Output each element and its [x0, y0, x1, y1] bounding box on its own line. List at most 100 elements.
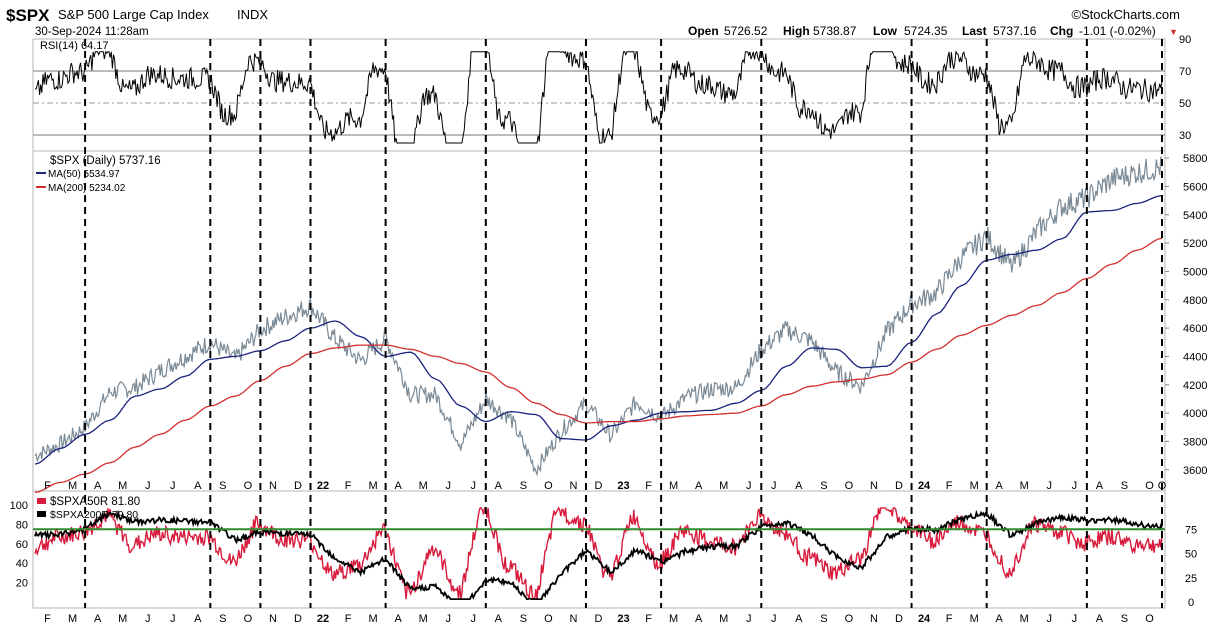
breadth-x-label: F [345, 613, 352, 625]
breadth-x-label: A [1096, 613, 1104, 625]
price-x-label: O [1145, 480, 1154, 492]
price-x-label: F [946, 480, 953, 492]
breadth-x-label: F [645, 613, 652, 625]
price-x-label: O [244, 480, 253, 492]
price-x-label: J [471, 480, 477, 492]
breadth-x-label: A [394, 613, 402, 625]
breadth-x-label: A [194, 613, 202, 625]
price-x-label: J [746, 480, 752, 492]
breadth-x-label: N [269, 613, 277, 625]
price-tick-label: 4000 [1183, 408, 1207, 420]
price-x-label: A [695, 480, 703, 492]
breadth-x-label: J [145, 613, 151, 625]
price-x-label: A [94, 480, 102, 492]
price-x-label: M [719, 480, 728, 492]
price-x-label: A [495, 480, 503, 492]
breadth-x-label: J [771, 613, 777, 625]
price-x-label: O [544, 480, 553, 492]
ma200-legend: MA(200) 5234.02 [48, 183, 126, 194]
price-x-label: N [269, 480, 277, 492]
price-x-label: S [1121, 480, 1128, 492]
price-tick-label: 5200 [1183, 238, 1207, 250]
breadth-x-label: J [170, 613, 176, 625]
breadth-x-label: M [669, 613, 678, 625]
price-x-label: M [1020, 480, 1029, 492]
spxa200r-line [34, 509, 1163, 600]
breadth-x-label: M [369, 613, 378, 625]
spx-legend: $SPX (Daily) 5737.16 [50, 155, 161, 167]
price-x-label: J [145, 480, 151, 492]
price-tick-label: 4800 [1183, 295, 1207, 307]
breadth-x-label: M [118, 613, 127, 625]
rsi-tick-label: 90 [1179, 34, 1191, 46]
price-x-label: M [68, 480, 77, 492]
breadth-x-label: S [1121, 613, 1128, 625]
breadth-x-label: F [946, 613, 953, 625]
breadth-left-tick-label: 40 [16, 558, 28, 570]
breadth-x-label: S [520, 613, 527, 625]
breadth-right-tick-label: 75 [1185, 524, 1197, 536]
price-x-label: F [44, 480, 51, 492]
breadth-x-label: F [44, 613, 51, 625]
spx-daily-line [34, 156, 1163, 477]
rsi-legend: RSI(14) 64.17 [40, 40, 108, 52]
ma200-line [34, 237, 1163, 494]
ma50-line [34, 194, 1163, 465]
price-x-label: M [118, 480, 127, 492]
chg-down-arrow-icon: ▼ [1169, 27, 1178, 37]
price-x-label: M [419, 480, 428, 492]
breadth-x-label: D [294, 613, 302, 625]
breadth-x-label: M [970, 613, 979, 625]
breadth-panel-frame [32, 490, 1166, 609]
price-tick-label: 5800 [1183, 153, 1207, 165]
price-x-label: A [1096, 480, 1104, 492]
exchange-label: INDX [237, 7, 268, 22]
price-x-label: D [895, 480, 903, 492]
price-x-label: N [569, 480, 577, 492]
high-label: High [783, 24, 810, 38]
breadth-x-label: J [445, 613, 451, 625]
breadth-x-label: J [1072, 613, 1078, 625]
breadth-left-tick-label: 20 [16, 578, 28, 590]
low-value: 5724.35 [904, 24, 948, 38]
price-x-label: 24 [918, 480, 931, 492]
breadth-x-label: A [996, 613, 1004, 625]
breadth-left-tick-label: 80 [16, 519, 28, 531]
breadth-x-label: A [695, 613, 703, 625]
price-tick-label: 3600 [1183, 465, 1207, 477]
breadth-x-label: M [719, 613, 728, 625]
breadth-x-label: M [1020, 613, 1029, 625]
open-value: 5726.52 [724, 24, 768, 38]
chg-value: -1.01 (-0.02%) [1079, 24, 1156, 38]
price-tick-label: 4400 [1183, 351, 1207, 363]
price-x-label: J [445, 480, 451, 492]
breadth-x-label: O [544, 613, 553, 625]
price-x-label: 23 [617, 480, 629, 492]
breadth-x-label: A [94, 613, 102, 625]
vertical-markers [84, 39, 1163, 608]
breadth-x-label: N [870, 613, 878, 625]
price-tick-label: 5000 [1183, 266, 1207, 278]
breadth-x-label: S [820, 613, 827, 625]
chg-label: Chg [1050, 24, 1073, 38]
breadth-x-label: O [244, 613, 253, 625]
breadth-right-tick-label: 50 [1185, 549, 1197, 561]
price-x-label: D [294, 480, 302, 492]
breadth-x-label: 23 [617, 613, 629, 625]
price-x-label: M [369, 480, 378, 492]
last-label: Last [962, 24, 987, 38]
rsi-panel: 90 70 50 30 [33, 34, 1191, 144]
price-tick-label: 5600 [1183, 181, 1207, 193]
spxa50r-legend-swatch [37, 498, 46, 504]
price-x-label: F [645, 480, 652, 492]
ohlc-readout: Open 5726.52 High 5738.87 Low 5724.35 La… [688, 24, 1178, 38]
breadth-x-label: O [1145, 613, 1154, 625]
symbol-title: $SPX [6, 6, 50, 25]
price-x-label: M [669, 480, 678, 492]
price-x-label: A [996, 480, 1004, 492]
breadth-x-label: J [471, 613, 477, 625]
price-tick-label: 5400 [1183, 210, 1207, 222]
breadth-x-label: S [219, 613, 226, 625]
brand-label: ©StockCharts.com [1071, 7, 1180, 22]
price-x-label: O [1158, 480, 1167, 492]
